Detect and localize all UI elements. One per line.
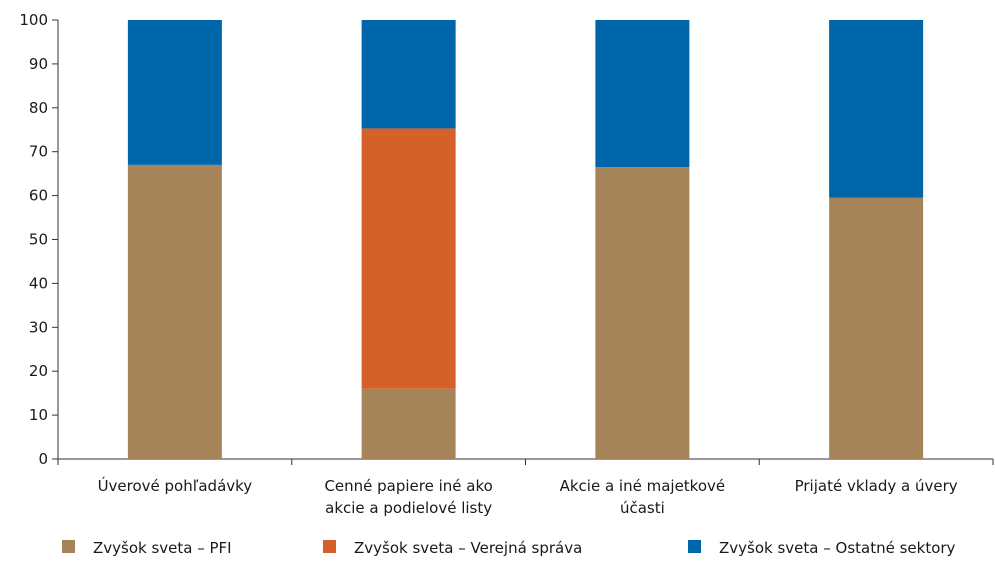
category-label: Akcie a iné majetkové účasti: [560, 477, 726, 517]
bar-segment-series-2-cat-0: [127, 20, 222, 165]
legend-label: Zvyšok sveta – Verejná správa: [354, 539, 582, 557]
bar-segment-series-1-cat-1: [361, 128, 456, 389]
category-label-line: Úverové pohľadávky: [98, 476, 253, 495]
x-axis: [57, 458, 994, 465]
category-label: Úverové pohľadávky: [98, 476, 253, 495]
legend-label: Zvyšok sveta – Ostatné sektory: [719, 539, 956, 557]
y-tick-label: 100: [19, 11, 48, 29]
y-tick-label: 50: [29, 231, 48, 249]
bar-segment-series-2-cat-2: [595, 20, 690, 168]
legend-swatch: [323, 540, 336, 553]
y-tick-label: 30: [29, 318, 48, 336]
bar-segment-series-0-cat-0: [127, 164, 222, 459]
y-tick-label: 70: [29, 143, 48, 161]
legend-label: Zvyšok sveta – PFI: [93, 539, 232, 557]
bar-segment-series-0-cat-1: [361, 388, 456, 459]
y-tick-label: 90: [29, 55, 48, 73]
legend: Zvyšok sveta – PFI Zvyšok sveta – Verejná…: [62, 539, 956, 557]
bar-segment-series-2-cat-1: [361, 20, 456, 129]
legend-swatch: [688, 540, 701, 553]
legend-swatch: [62, 540, 75, 553]
category-label-line: Akcie a iné majetkové: [560, 477, 726, 495]
y-axis: 0 10 20 30 40 50 60 70 80 90 100: [19, 11, 59, 468]
y-tick-label: 40: [29, 274, 48, 292]
bar-segment-series-0-cat-3: [829, 197, 924, 460]
bar-segment-series-2-cat-3: [829, 20, 924, 198]
category-label-line: akcie a podielové listy: [325, 499, 492, 517]
y-tick-label: 20: [29, 362, 48, 380]
y-tick-label: 80: [29, 99, 48, 117]
category-label: Cenné papiere iné ako akcie a podielové l…: [324, 477, 492, 517]
category-labels: Úverové pohľadávky Cenné papiere iné ako a…: [98, 476, 958, 517]
y-tick-label: 60: [29, 187, 48, 205]
bar-segment-series-0-cat-2: [595, 167, 690, 459]
bars: [127, 20, 924, 460]
y-tick-label: 10: [29, 406, 48, 424]
category-label: Prijaté vklady a úvery: [795, 477, 958, 495]
category-label-line: účasti: [620, 499, 665, 517]
y-tick-label: 0: [38, 450, 48, 468]
category-label-line: Cenné papiere iné ako: [324, 477, 492, 495]
category-label-line: Prijaté vklady a úvery: [795, 477, 958, 495]
